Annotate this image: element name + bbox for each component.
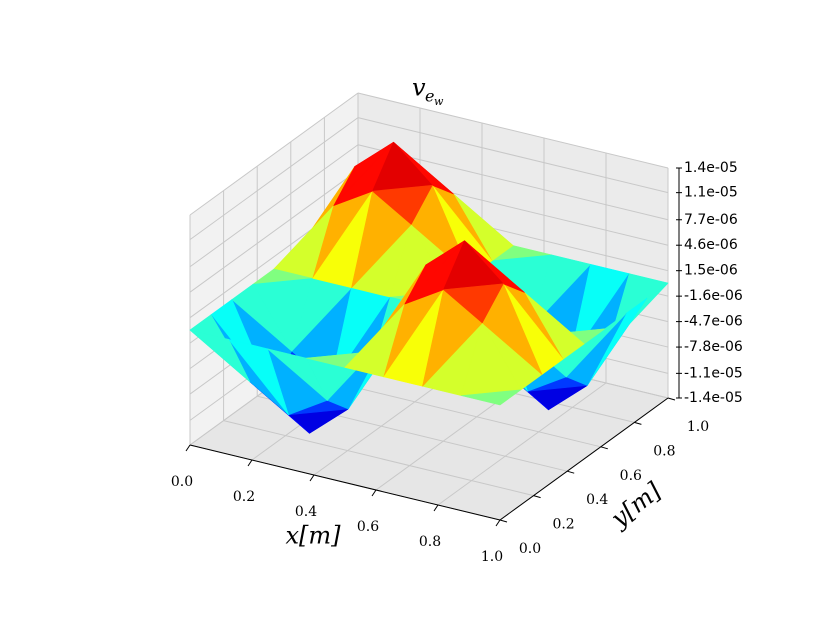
y-tick-label: 0.2 [552, 517, 574, 533]
y-axis-label: y[m] [605, 476, 667, 533]
surface-facet [443, 283, 504, 324]
y-tick-label: 1.0 [687, 419, 709, 435]
surface-facet [372, 185, 433, 225]
surface-facet [228, 339, 289, 416]
x-tick [495, 519, 501, 527]
y-axis-line [499, 397, 669, 521]
grid-line [357, 117, 669, 194]
z-tick-label: 7.7e-06 [684, 212, 738, 228]
z-tick-label: 4.6e-06 [684, 237, 738, 253]
x-tick-label: 0.2 [233, 489, 255, 505]
y-tick-label: 0.8 [653, 443, 675, 459]
z-tick-label: -1.4e-05 [684, 390, 743, 406]
y-tick [567, 470, 575, 474]
grid-line [189, 144, 359, 268]
x-tick [371, 489, 377, 497]
surface-facet [189, 329, 251, 382]
grid-line [223, 420, 534, 497]
grid-line [357, 92, 669, 169]
title-subscript: e [425, 87, 434, 106]
x-tick-label: 0.6 [357, 519, 379, 535]
z-tick-label: 1.5e-06 [684, 263, 738, 279]
y-tick [667, 397, 676, 401]
title-main: v [412, 74, 426, 102]
grid-line [189, 169, 359, 293]
surface [189, 141, 669, 434]
y-tick [600, 446, 608, 450]
y-tick [533, 495, 541, 499]
x-tick [247, 459, 253, 467]
surface-facet [460, 389, 522, 406]
y-tick-label: 0.0 [519, 541, 541, 557]
grid-line [437, 382, 607, 506]
z-tick-label: 1.1e-05 [684, 185, 738, 201]
x-tick-label: 0.0 [171, 474, 193, 490]
y-tick-label: 0.6 [620, 468, 642, 484]
x-axis-line [189, 444, 501, 521]
x-tick [309, 474, 315, 482]
z-tick-label: -1.6e-06 [684, 288, 743, 304]
x-tick [433, 504, 439, 512]
x-tick-label: 0.4 [295, 504, 317, 520]
y-tick [499, 519, 508, 523]
surface-facet [530, 254, 591, 328]
x-tick-label: 1.0 [481, 549, 503, 565]
z-tick-label: -1.1e-05 [684, 365, 743, 381]
surface-facet [231, 283, 293, 352]
title-subsubscript: w [434, 95, 444, 108]
z-tick-label: -4.7e-06 [684, 314, 743, 330]
axes: 0.0 0.2 0.4 0.6 0.8 1.0 0.0 0.2 0.4 0.6 0.8 1.0 1.4e… [171, 160, 743, 565]
z-tick-label: 1.4e-05 [684, 160, 738, 176]
x-tick-label: 0.8 [419, 534, 441, 550]
x-tick [185, 444, 191, 452]
z-tick-label: -7.8e-06 [684, 339, 743, 355]
grid-line [189, 117, 359, 241]
y-tick [634, 421, 642, 425]
x-axis-label: x[m] [285, 522, 341, 550]
y-tick-label: 0.4 [586, 492, 608, 508]
grid-line [189, 92, 359, 216]
